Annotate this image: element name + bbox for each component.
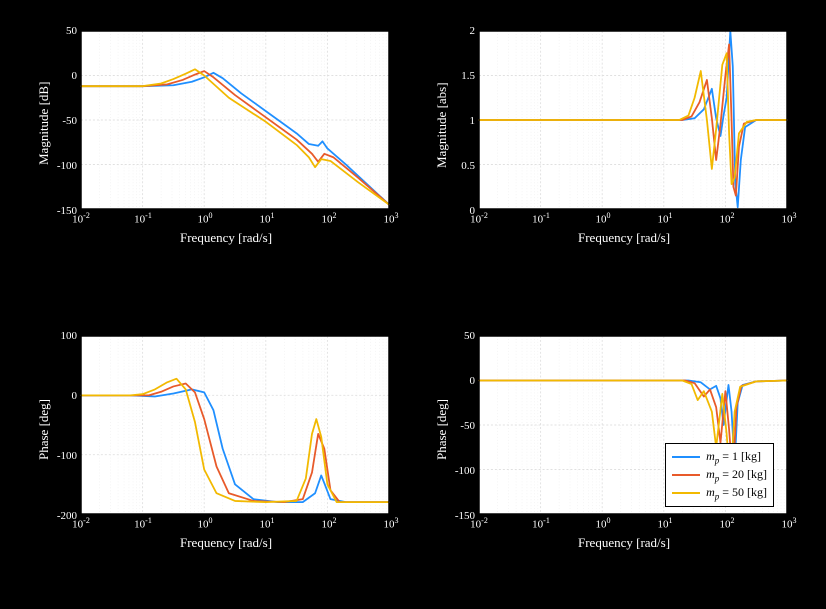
ytick: -100	[455, 465, 479, 477]
xtick: 100	[596, 209, 611, 226]
xtick: 102	[322, 514, 337, 531]
plot-area	[81, 31, 389, 209]
xlabel: Frequency [rad/s]	[578, 230, 670, 246]
ytick: 0	[72, 390, 82, 402]
xtick: 102	[720, 209, 735, 226]
plot-area	[81, 336, 389, 514]
xtick: 10-2	[72, 514, 90, 531]
xtick: 101	[658, 514, 673, 531]
xlabel: Frequency [rad/s]	[180, 535, 272, 551]
legend-swatch	[672, 456, 700, 459]
ytick: -50	[62, 115, 81, 127]
xtick: 102	[322, 209, 337, 226]
panel-mag-right: 00.511.5210-210-1100101102103	[478, 30, 788, 210]
ytick: 50	[66, 25, 81, 37]
ytick: -50	[460, 420, 479, 432]
series-1	[81, 71, 389, 205]
ytick: 1.5	[461, 70, 479, 82]
xtick: 103	[782, 514, 797, 531]
ytick: -100	[57, 450, 81, 462]
series-2	[81, 69, 389, 204]
xtick: 102	[720, 514, 735, 531]
ytick: 0	[470, 375, 480, 387]
ytick: 0	[72, 70, 82, 82]
xtick: 103	[384, 209, 399, 226]
xtick: 10-1	[134, 209, 152, 226]
ytick: 2	[470, 25, 480, 37]
xlabel: Frequency [rad/s]	[180, 230, 272, 246]
xtick: 10-1	[532, 514, 550, 531]
figure: -150-100-5005010-210-1100101102103 Magnit…	[0, 0, 826, 609]
ytick: 0.5	[461, 160, 479, 172]
legend-label: mp = 20 [kg]	[706, 467, 767, 483]
xtick: 101	[658, 209, 673, 226]
xtick: 103	[384, 514, 399, 531]
panel-mag-left: -150-100-5005010-210-1100101102103	[80, 30, 390, 210]
ytick: -100	[57, 160, 81, 172]
xtick: 101	[260, 514, 275, 531]
xtick: 10-1	[532, 209, 550, 226]
series-0	[81, 73, 389, 205]
xtick: 10-2	[470, 209, 488, 226]
legend-label: mp = 1 [kg]	[706, 449, 761, 465]
ylabel: Magnitude [dB]	[36, 81, 52, 164]
xtick: 100	[596, 514, 611, 531]
ylabel: Phase [deg]	[434, 399, 450, 460]
legend-item: mp = 1 [kg]	[672, 448, 767, 466]
legend-swatch	[672, 474, 700, 477]
xtick: 10-2	[470, 514, 488, 531]
ylabel: Phase [deg]	[36, 399, 52, 460]
xtick: 10-1	[134, 514, 152, 531]
xtick: 103	[782, 209, 797, 226]
ytick: 50	[464, 330, 479, 342]
xtick: 100	[198, 514, 213, 531]
xlabel: Frequency [rad/s]	[578, 535, 670, 551]
ylabel: Magnitude [abs]	[434, 82, 450, 168]
legend-swatch	[672, 492, 700, 495]
xtick: 10-2	[72, 209, 90, 226]
plot-area	[479, 31, 787, 209]
series-0	[81, 389, 389, 502]
legend-item: mp = 20 [kg]	[672, 466, 767, 484]
xtick: 101	[260, 209, 275, 226]
panel-phase-left: -200-100010010-210-1100101102103	[80, 335, 390, 515]
legend-item: mp = 50 [kg]	[672, 484, 767, 502]
legend: mp = 1 [kg] mp = 20 [kg] mp = 50 [kg]	[665, 443, 774, 507]
ytick: 1	[470, 115, 480, 127]
xtick: 100	[198, 209, 213, 226]
ytick: 100	[61, 330, 82, 342]
legend-label: mp = 50 [kg]	[706, 485, 767, 501]
